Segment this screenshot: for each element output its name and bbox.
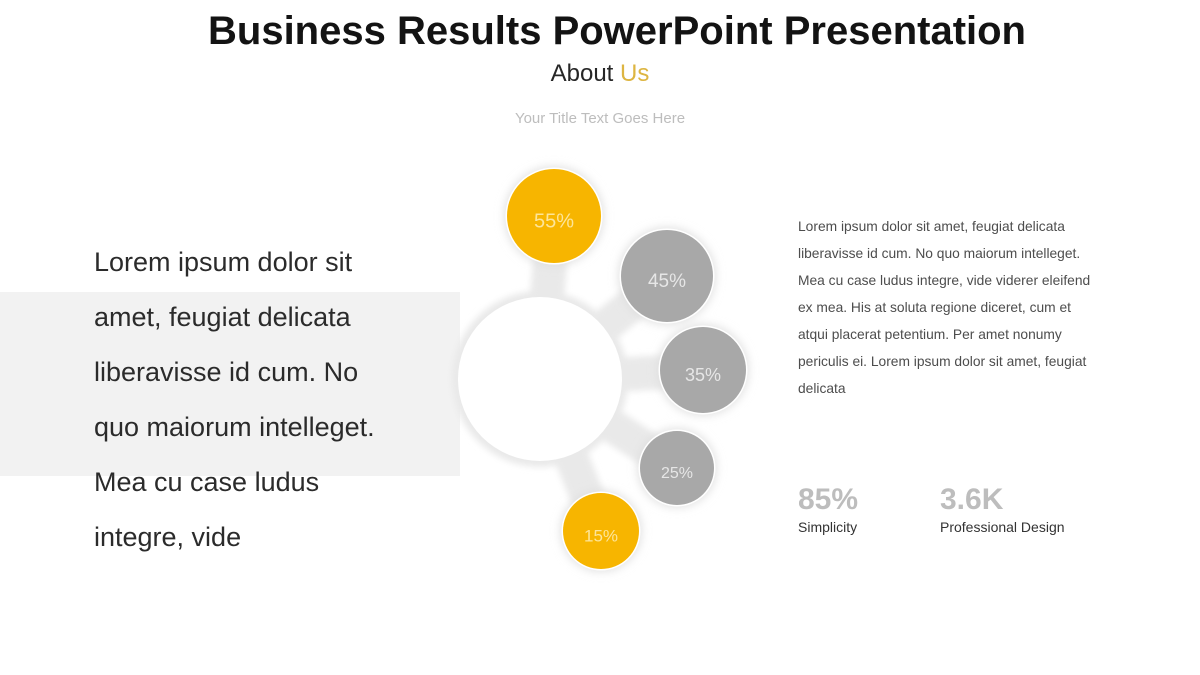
svg-text:55%: 55% [534,210,574,232]
svg-text:35%: 35% [685,365,721,385]
svg-text:25%: 25% [661,465,693,482]
svg-text:15%: 15% [584,526,618,545]
svg-text:45%: 45% [648,271,686,292]
